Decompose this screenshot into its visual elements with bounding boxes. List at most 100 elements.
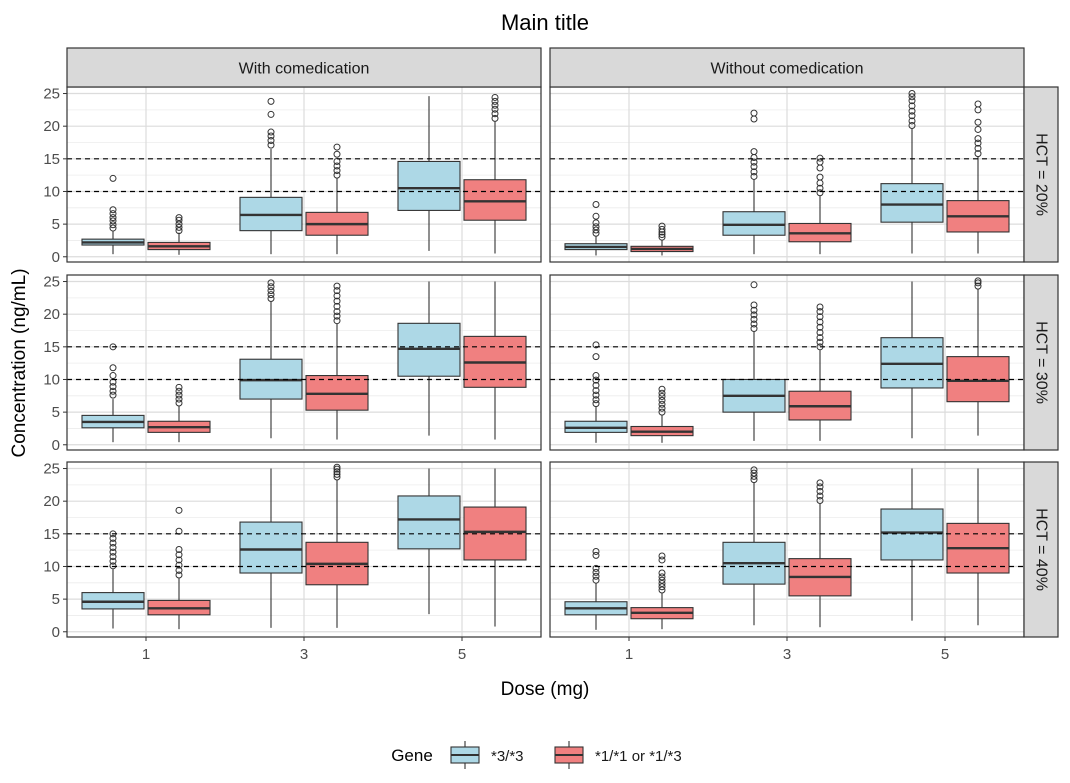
box-outlier-point <box>816 308 824 316</box>
box-outlier-point <box>175 395 183 403</box>
box-outlier-point <box>658 569 666 577</box>
box-outlier-point <box>109 562 117 570</box>
box-outlier-point <box>750 311 758 319</box>
box-outlier-point <box>658 385 666 393</box>
box-outlier-point <box>175 399 183 407</box>
box-outlier-point <box>750 148 758 156</box>
box-body <box>239 521 303 574</box>
boxplot <box>397 468 461 615</box>
y-tick-label: 25 <box>43 86 60 103</box>
box-outlier-point <box>592 564 600 572</box>
box-outlier-point <box>592 576 600 584</box>
boxplot <box>564 547 628 630</box>
box-outlier-point <box>109 214 117 222</box>
box-outlier-point <box>592 372 600 380</box>
box-outlier-point <box>658 556 666 564</box>
box-outlier-point <box>816 487 824 495</box>
box-outlier-point <box>750 172 758 180</box>
box-outlier-point <box>750 469 758 477</box>
box-outlier-point <box>592 547 600 555</box>
box-outlier-point <box>974 135 982 143</box>
boxplot <box>946 468 1010 626</box>
box-outlier-point <box>658 222 666 230</box>
box-outlier-point <box>491 105 499 113</box>
box-outlier-point <box>658 408 666 416</box>
box-outlier-point <box>974 139 982 147</box>
legend-entry: *3/*3 <box>450 741 524 769</box>
boxplot <box>788 154 852 255</box>
box-outlier-point <box>750 476 758 484</box>
box-outlier-point <box>658 396 666 404</box>
box-outlier-point <box>333 150 341 158</box>
box-outlier-point <box>658 552 666 560</box>
box-outlier-point <box>267 97 275 105</box>
box-outlier-point <box>109 391 117 399</box>
y-tick-label: 20 <box>43 493 60 510</box>
box-outlier-point <box>267 283 275 291</box>
box-outlier-point <box>267 291 275 299</box>
boxplot <box>880 468 944 621</box>
row-strip <box>1023 86 1059 263</box>
box-outlier-point <box>592 226 600 234</box>
box-outlier-point <box>816 318 824 326</box>
box-outlier-point <box>592 341 600 349</box>
box-outlier-point <box>109 210 117 218</box>
box-outlier-point <box>750 466 758 474</box>
box-outlier-point <box>974 144 982 152</box>
box-outlier-point <box>109 553 117 561</box>
box-body <box>880 183 944 223</box>
box-outlier-point <box>333 463 341 471</box>
box-outlier-point <box>816 303 824 311</box>
box-outlier-point <box>592 400 600 408</box>
box-body <box>722 211 786 236</box>
y-tick-label: 15 <box>43 339 60 356</box>
box-outlier-point <box>109 387 117 395</box>
box-outlier-point <box>267 295 275 303</box>
box-outlier-point <box>592 229 600 237</box>
box-body <box>397 160 461 211</box>
column-strip <box>549 47 1025 88</box>
x-tick-label: 1 <box>625 646 633 663</box>
boxplot <box>239 468 303 628</box>
box-outlier-point <box>175 561 183 569</box>
boxplot <box>630 222 694 256</box>
boxplot <box>305 463 369 628</box>
y-axis-title: Concentration (ng/mL) <box>9 268 30 457</box>
box-outlier-point <box>750 281 758 289</box>
box-outlier-point <box>908 122 916 130</box>
y-tick-label: 0 <box>52 624 60 641</box>
box-outlier-point <box>592 572 600 580</box>
y-tick-label: 15 <box>43 151 60 168</box>
boxplot <box>81 530 145 629</box>
box-outlier-point <box>658 583 666 591</box>
y-tick-label: 10 <box>43 371 60 388</box>
box-outlier-point <box>816 497 824 505</box>
box-outlier-point <box>750 325 758 333</box>
box-outlier-point <box>816 154 824 162</box>
y-tick-label: 5 <box>52 404 60 421</box>
box-outlier-point <box>175 216 183 224</box>
y-tick-label: 0 <box>52 437 60 454</box>
y-tick-label: 0 <box>52 249 60 266</box>
row-strip <box>1023 274 1059 451</box>
y-tick-label: 10 <box>43 558 60 575</box>
row-strip-label: HCT = 20% <box>1033 133 1050 216</box>
box-outlier-point <box>658 389 666 397</box>
row-strip <box>1023 461 1059 638</box>
boxplot <box>239 279 303 439</box>
box-outlier-point <box>333 287 341 295</box>
box-outlier-point <box>175 546 183 553</box>
box-outlier-point <box>750 315 758 323</box>
box-outlier-point <box>974 118 982 126</box>
column-strip-label: Without comedication <box>711 61 864 78</box>
box-outlier-point <box>109 534 117 542</box>
y-tick-label: 20 <box>43 306 60 323</box>
box-outlier-point <box>109 224 117 232</box>
box-outlier-point <box>267 141 275 149</box>
boxplot <box>722 466 786 626</box>
box-outlier-point <box>658 404 666 412</box>
box-outlier-point <box>592 551 600 559</box>
box-outlier-point <box>816 173 824 181</box>
box-outlier-point <box>592 353 600 361</box>
boxplot <box>305 282 369 440</box>
